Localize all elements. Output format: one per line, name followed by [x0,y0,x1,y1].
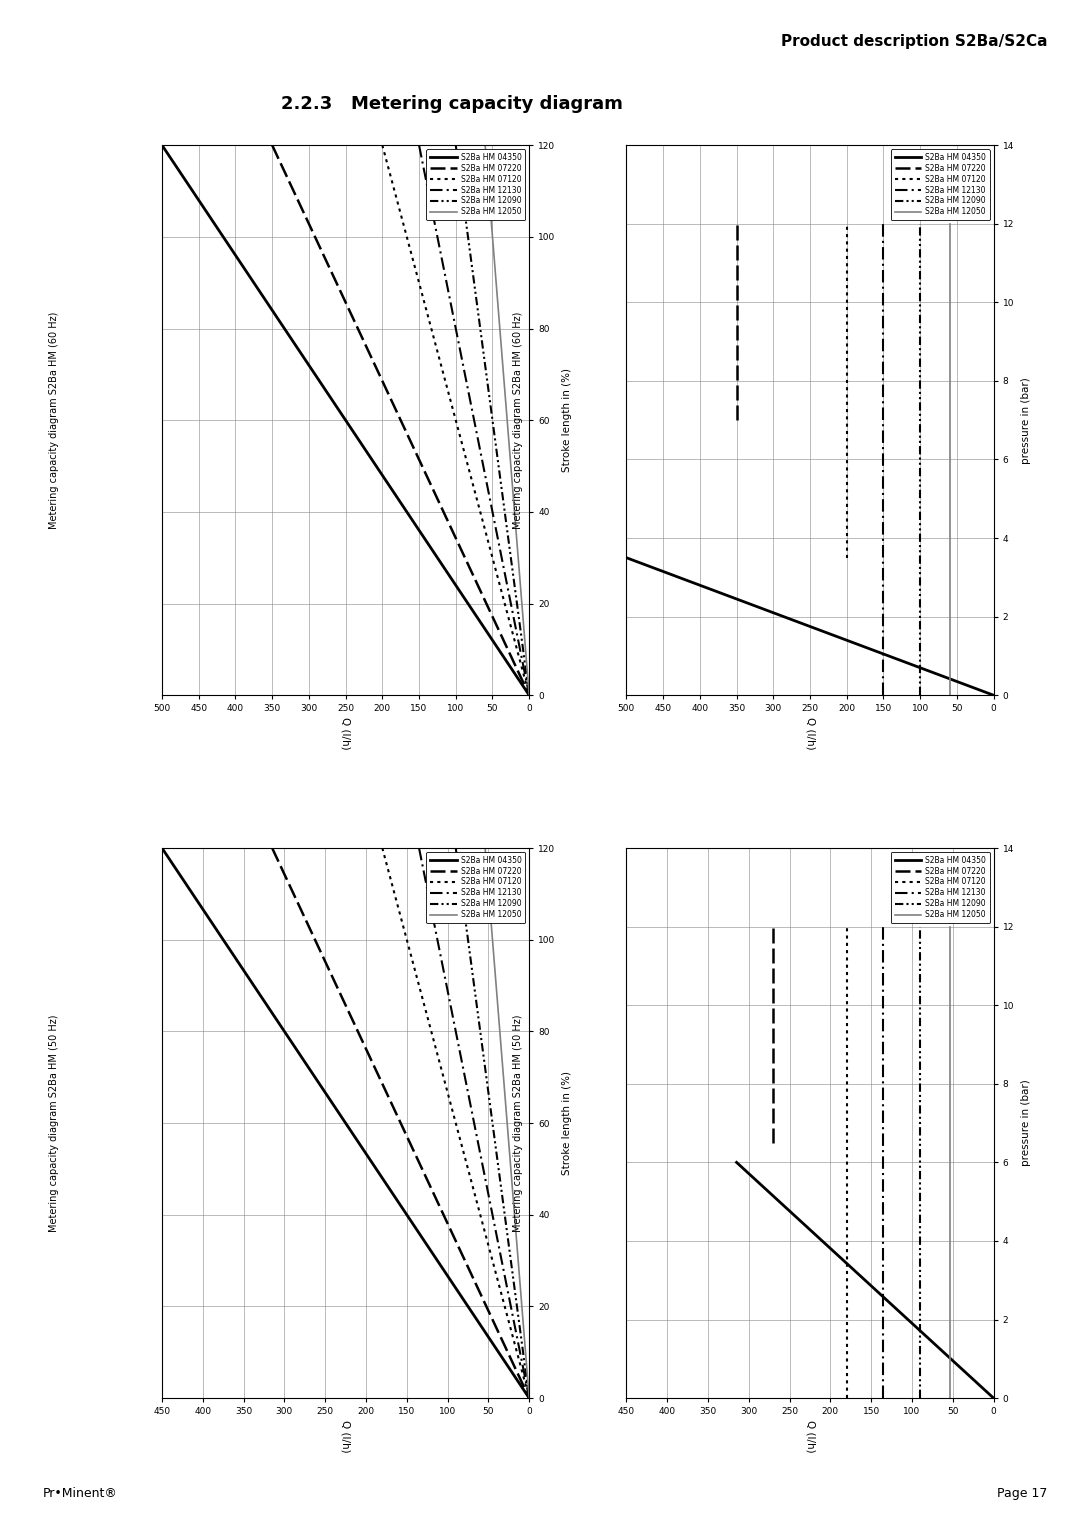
Text: Metering capacity diagram S2Ba HM (50 Hz): Metering capacity diagram S2Ba HM (50 Hz… [49,1015,59,1232]
Text: Page 17: Page 17 [997,1487,1048,1500]
X-axis label: Q (l/h): Q (l/h) [340,718,351,750]
Text: 2.2.3   Metering capacity diagram: 2.2.3 Metering capacity diagram [281,95,623,113]
X-axis label: Q (l/h): Q (l/h) [805,1421,815,1453]
Y-axis label: Stroke length in (%): Stroke length in (%) [563,1071,572,1175]
Y-axis label: Stroke length in (%): Stroke length in (%) [563,368,572,472]
Text: Metering capacity diagram S2Ba HM (60 Hz): Metering capacity diagram S2Ba HM (60 Hz… [513,312,524,529]
Legend: S2Ba HM 04350, S2Ba HM 07220, S2Ba HM 07120, S2Ba HM 12130, S2Ba HM 12090, S2Ba : S2Ba HM 04350, S2Ba HM 07220, S2Ba HM 07… [891,148,989,220]
Legend: S2Ba HM 04350, S2Ba HM 07220, S2Ba HM 07120, S2Ba HM 12130, S2Ba HM 12090, S2Ba : S2Ba HM 04350, S2Ba HM 07220, S2Ba HM 07… [427,148,525,220]
X-axis label: Q (l/h): Q (l/h) [340,1421,351,1453]
Text: Product description S2Ba/S2Ca: Product description S2Ba/S2Ca [781,34,1048,49]
Text: Metering capacity diagram S2Ba HM (50 Hz): Metering capacity diagram S2Ba HM (50 Hz… [513,1015,524,1232]
Y-axis label: pressure in (bar): pressure in (bar) [1021,377,1031,463]
Text: Pr•Minent®: Pr•Minent® [43,1487,118,1500]
Y-axis label: pressure in (bar): pressure in (bar) [1021,1080,1031,1166]
Legend: S2Ba HM 04350, S2Ba HM 07220, S2Ba HM 07120, S2Ba HM 12130, S2Ba HM 12090, S2Ba : S2Ba HM 04350, S2Ba HM 07220, S2Ba HM 07… [427,851,525,923]
Legend: S2Ba HM 04350, S2Ba HM 07220, S2Ba HM 07120, S2Ba HM 12130, S2Ba HM 12090, S2Ba : S2Ba HM 04350, S2Ba HM 07220, S2Ba HM 07… [891,851,989,923]
X-axis label: Q (l/h): Q (l/h) [805,718,815,750]
Text: Metering capacity diagram S2Ba HM (60 Hz): Metering capacity diagram S2Ba HM (60 Hz… [49,312,59,529]
